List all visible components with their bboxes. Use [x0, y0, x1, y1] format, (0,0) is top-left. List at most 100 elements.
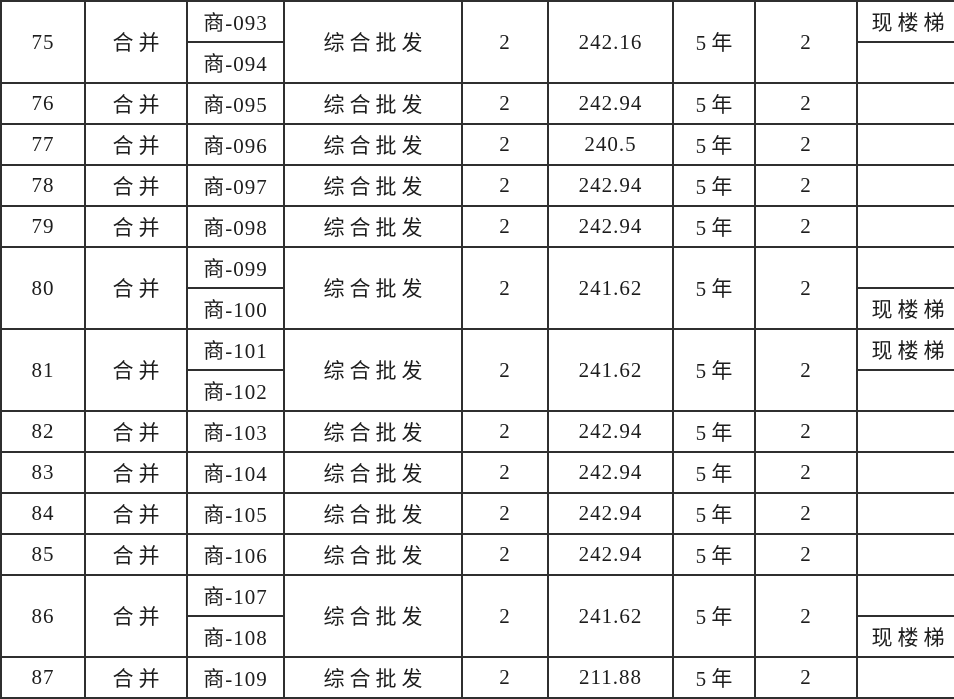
row-number-cell: 87 [0, 656, 86, 699]
count-cell: 2 [754, 164, 858, 207]
table-row: 80 合并 商-099 综合批发 2 241.62 5 年 2 [0, 246, 954, 330]
table-row: 85 合并 商-106 综合批发 2 242.94 5 年 2 [0, 533, 954, 576]
count-cell: 2 [754, 205, 858, 248]
shop-code-cell: 商-097 [186, 164, 285, 207]
term-cell: 5 年 [672, 164, 756, 207]
floor-count-cell: 2 [461, 0, 549, 84]
note-cell: 现楼梯 [856, 287, 954, 330]
merge-cell: 合并 [84, 492, 188, 535]
count-cell: 2 [754, 410, 858, 453]
table-row: 77 合并 商-096 综合批发 2 240.5 5 年 2 [0, 123, 954, 166]
shop-code-cell: 商-096 [186, 123, 285, 166]
note-cell [856, 41, 954, 84]
area-cell: 242.94 [547, 451, 674, 494]
usage-cell: 综合批发 [283, 574, 463, 658]
note-cell [856, 205, 954, 248]
merge-cell: 合并 [84, 205, 188, 248]
note-cell [856, 492, 954, 535]
note-cell [856, 82, 954, 125]
merge-cell: 合并 [84, 410, 188, 453]
area-cell: 211.88 [547, 656, 674, 699]
shop-code-cell: 商-105 [186, 492, 285, 535]
note-cell [856, 410, 954, 453]
shop-code-cell: 商-099 [186, 246, 285, 289]
floor-count-cell: 2 [461, 205, 549, 248]
note-cell [856, 369, 954, 412]
shop-code-cell: 商-095 [186, 82, 285, 125]
usage-cell: 综合批发 [283, 246, 463, 330]
row-number-cell: 81 [0, 328, 86, 412]
area-cell: 242.94 [547, 205, 674, 248]
merge-cell: 合并 [84, 246, 188, 330]
merge-cell: 合并 [84, 82, 188, 125]
term-cell: 5 年 [672, 533, 756, 576]
row-number-cell: 75 [0, 0, 86, 84]
shop-code-cell: 商-108 [186, 615, 285, 658]
row-number-cell: 85 [0, 533, 86, 576]
term-cell: 5 年 [672, 328, 756, 412]
note-cell [856, 574, 954, 617]
count-cell: 2 [754, 123, 858, 166]
note-cell: 现楼梯 [856, 0, 954, 43]
note-cell [856, 533, 954, 576]
merge-cell: 合并 [84, 533, 188, 576]
count-cell: 2 [754, 0, 858, 84]
usage-cell: 综合批发 [283, 123, 463, 166]
area-cell: 242.16 [547, 0, 674, 84]
floor-count-cell: 2 [461, 451, 549, 494]
area-cell: 241.62 [547, 328, 674, 412]
term-cell: 5 年 [672, 123, 756, 166]
term-cell: 5 年 [672, 410, 756, 453]
floor-count-cell: 2 [461, 82, 549, 125]
shop-code-cell: 商-107 [186, 574, 285, 617]
term-cell: 5 年 [672, 205, 756, 248]
count-cell: 2 [754, 492, 858, 535]
area-cell: 241.62 [547, 246, 674, 330]
term-cell: 5 年 [672, 656, 756, 699]
term-cell: 5 年 [672, 246, 756, 330]
note-cell [856, 123, 954, 166]
table-row: 商-094 [1, 41, 954, 84]
row-number-cell: 84 [0, 492, 86, 535]
floor-count-cell: 2 [461, 246, 549, 330]
merge-cell: 合并 [84, 451, 188, 494]
usage-cell: 综合批发 [283, 492, 463, 535]
note-cell: 现楼梯 [856, 615, 954, 658]
area-cell: 242.94 [547, 533, 674, 576]
floor-count-cell: 2 [461, 492, 549, 535]
floor-count-cell: 2 [461, 574, 549, 658]
shop-code-cell: 商-103 [186, 410, 285, 453]
shop-code-cell: 商-101 [186, 328, 285, 371]
table-row: 82 合并 商-103 综合批发 2 242.94 5 年 2 [0, 410, 954, 453]
table-row: 81 合并 商-101 综合批发 2 241.62 5 年 2 现楼梯 [0, 328, 954, 412]
row-number-cell: 79 [0, 205, 86, 248]
table-row: 84 合并 商-105 综合批发 2 242.94 5 年 2 [0, 492, 954, 535]
floor-count-cell: 2 [461, 328, 549, 412]
merge-cell: 合并 [84, 574, 188, 658]
term-cell: 5 年 [672, 574, 756, 658]
note-cell [856, 246, 954, 289]
usage-cell: 综合批发 [283, 451, 463, 494]
floor-count-cell: 2 [461, 533, 549, 576]
shop-code-cell: 商-100 [186, 287, 285, 330]
merge-cell: 合并 [84, 656, 188, 699]
merge-cell: 合并 [84, 328, 188, 412]
area-cell: 241.62 [547, 574, 674, 658]
floor-count-cell: 2 [461, 410, 549, 453]
shop-code-cell: 商-109 [186, 656, 285, 699]
floor-count-cell: 2 [461, 164, 549, 207]
table-row: 87 合并 商-109 综合批发 2 211.88 5 年 2 [0, 656, 954, 699]
count-cell: 2 [754, 533, 858, 576]
shop-code-cell: 商-098 [186, 205, 285, 248]
table-row: 86 合并 商-107 综合批发 2 241.62 5 年 2 [0, 574, 954, 658]
note-cell [856, 164, 954, 207]
merge-cell: 合并 [84, 164, 188, 207]
shop-code-cell: 商-106 [186, 533, 285, 576]
table-row: 商-100 现楼梯 [1, 287, 954, 330]
usage-cell: 综合批发 [283, 328, 463, 412]
floor-count-cell: 2 [461, 656, 549, 699]
term-cell: 5 年 [672, 451, 756, 494]
count-cell: 2 [754, 328, 858, 412]
row-number-cell: 83 [0, 451, 86, 494]
